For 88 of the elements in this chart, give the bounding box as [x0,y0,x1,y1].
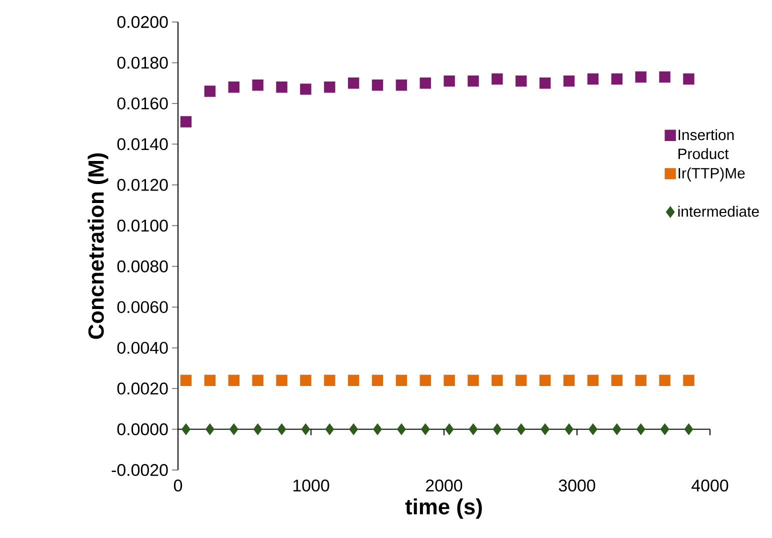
point [300,374,312,386]
point [563,374,575,386]
point [444,75,455,87]
point [683,73,694,85]
y-tick-label: 0.0120 [117,178,168,191]
y-tick-label: 0.0100 [117,220,168,232]
y-tick-label: -0.0020 [112,464,168,476]
point [539,374,551,386]
point [587,73,599,85]
point [182,424,190,435]
point [348,77,360,89]
y-tick-label: 0.0040 [117,342,168,354]
x-tick-label: 0 [174,480,182,492]
point [611,73,622,85]
point [492,73,503,85]
point [444,424,454,435]
x-tick-label: 1000 [293,480,330,492]
point [324,374,336,386]
y-axis-title: Concnetration (M) [88,153,108,339]
point [659,374,670,386]
point [540,424,550,435]
point [420,374,431,386]
point [230,424,238,435]
y-tick-label: 0.0140 [117,138,168,150]
point [372,374,384,386]
y-tick-label: 0.0080 [117,260,168,272]
point [468,374,479,386]
point [611,374,622,386]
point [228,82,240,93]
point [468,75,479,87]
point [516,424,526,435]
point [492,424,502,435]
legend-label: Ir(TTP)Me [678,168,745,182]
point [206,424,214,435]
x-tick-label: 4000 [692,480,728,492]
point [492,374,503,386]
point [588,424,598,435]
point [683,374,694,386]
point [373,424,382,435]
legend-label: Insertion Product [678,129,734,160]
point [252,374,264,386]
point [635,374,646,386]
point [612,424,622,435]
x-tick-label: 3000 [558,480,596,492]
point [635,71,646,83]
point [396,374,408,386]
point [325,424,334,435]
point [396,80,408,91]
point [204,374,216,386]
point [276,82,288,93]
point [252,80,264,91]
point [587,374,599,386]
point [253,424,262,435]
y-tick-label: 0.0200 [117,16,168,28]
point [348,374,360,386]
point [444,374,455,386]
point [564,424,574,435]
point [397,424,406,435]
point [372,80,384,91]
y-tick-label: 0.0000 [117,423,168,436]
point [349,424,358,435]
y-tick-label: 0.0180 [117,56,168,69]
point [660,424,670,435]
point [516,374,527,386]
y-tick-label: 0.0020 [117,382,168,395]
point [204,86,216,97]
x-axis-title: time (s) [405,498,482,519]
point [684,424,694,435]
point [180,116,192,128]
point [636,424,646,435]
point [277,424,286,435]
point [180,374,192,386]
point [659,71,670,83]
point [301,424,310,435]
point [468,424,478,435]
x-tick-label: 2000 [426,480,462,492]
point [420,77,431,89]
point [228,374,240,386]
y-tick-label: 0.0160 [117,97,168,110]
y-tick-label: 0.0060 [117,301,168,314]
point [421,424,430,435]
point [516,75,527,87]
point [539,77,551,89]
point [276,374,288,386]
legend-label: intermediate [678,206,759,217]
point [324,82,336,93]
point [563,75,575,87]
point [300,84,312,95]
